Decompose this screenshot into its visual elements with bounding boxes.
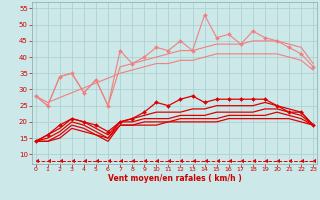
- X-axis label: Vent moyen/en rafales ( km/h ): Vent moyen/en rafales ( km/h ): [108, 174, 241, 183]
